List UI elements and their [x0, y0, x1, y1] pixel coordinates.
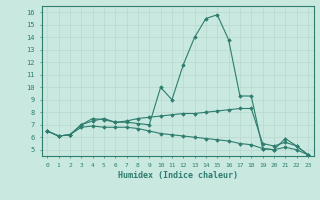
X-axis label: Humidex (Indice chaleur): Humidex (Indice chaleur) [118, 171, 237, 180]
